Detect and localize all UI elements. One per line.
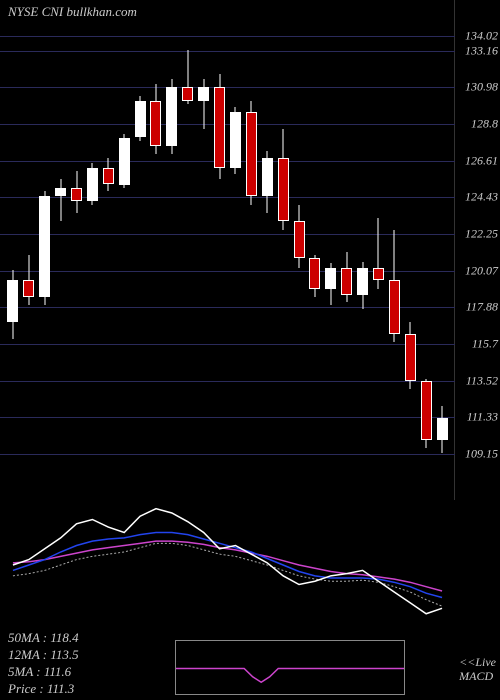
indicator-panel: 50MA : 118.4 12MA : 113.5 5MA : 111.6 Pr… <box>0 500 500 700</box>
y-tick-label: 111.33 <box>467 410 498 425</box>
macd-text: MACD <box>459 669 496 683</box>
y-tick-label: 122.25 <box>465 227 498 242</box>
y-tick-label: 128.8 <box>471 117 498 132</box>
source-label: bullkhan.com <box>67 4 137 19</box>
y-tick-label: 126.61 <box>465 153 498 168</box>
y-tick-label: 124.43 <box>465 190 498 205</box>
y-tick-label: 115.7 <box>472 336 498 351</box>
ma50-stat: 50MA : 118.4 <box>8 630 79 647</box>
live-text: <<Live <box>459 655 496 669</box>
y-tick-label: 113.52 <box>466 373 498 388</box>
live-macd-label: <<Live MACD <box>459 655 496 684</box>
macd-chart <box>0 500 500 630</box>
y-tick-label: 133.16 <box>465 43 498 58</box>
y-tick-label: 130.98 <box>465 80 498 95</box>
stats-block: 50MA : 118.4 12MA : 113.5 5MA : 111.6 Pr… <box>8 630 79 698</box>
price-stat: Price : 111.3 <box>8 681 79 698</box>
y-tick-label: 120.07 <box>465 263 498 278</box>
symbol-label: CNI <box>42 4 64 19</box>
ma12-stat: 12MA : 113.5 <box>8 647 79 664</box>
price-chart: NYSE CNI bullkhan.com <box>0 0 455 500</box>
y-tick-label: 134.02 <box>465 29 498 44</box>
ma5-stat: 5MA : 111.6 <box>8 664 79 681</box>
exchange-label: NYSE <box>8 4 38 19</box>
chart-header: NYSE CNI bullkhan.com <box>8 4 137 20</box>
y-axis: 134.02133.16 130.98 128.8 126.61 124.43 122.2… <box>455 0 500 500</box>
y-tick-label: 117.88 <box>466 300 498 315</box>
inset-line <box>176 641 404 694</box>
inset-chart <box>175 640 405 695</box>
y-tick-label: 109.15 <box>465 446 498 461</box>
